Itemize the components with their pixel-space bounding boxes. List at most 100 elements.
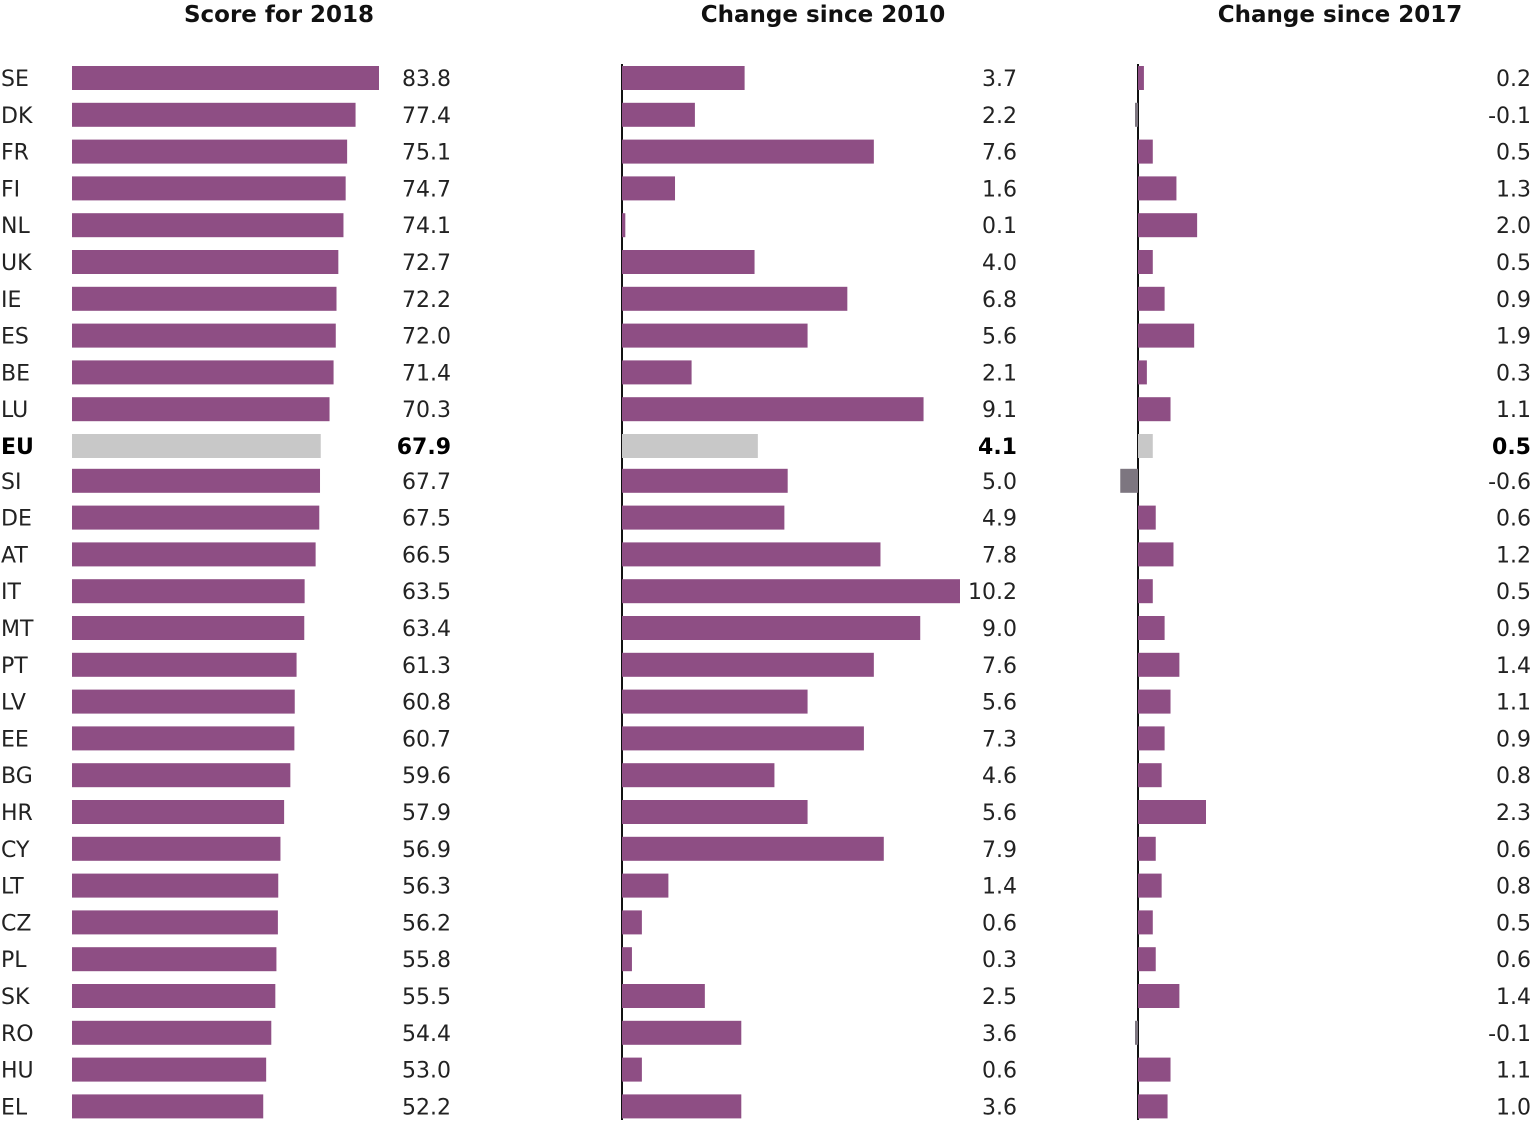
category-label-de: DE [1, 507, 32, 532]
value-label-change-2010-mt: 9.0 [982, 617, 1017, 642]
value-label-change-2017-ro: -0.1 [1488, 1022, 1531, 1047]
bar-score-2018-lu [72, 397, 330, 422]
value-label-change-2010-si: 5.0 [982, 470, 1017, 495]
bar-change-2010-lu [622, 397, 924, 422]
bar-change-2010-mt [622, 616, 921, 640]
bar-change-2010-lv [622, 689, 808, 714]
value-label-score-2018-uk: 72.7 [402, 251, 451, 276]
value-label-change-2017-fi: 1.3 [1496, 177, 1531, 202]
value-label-change-2017-si: -0.6 [1488, 470, 1531, 495]
bar-change-2017-it [1138, 579, 1153, 604]
category-label-cy: CY [1, 838, 30, 863]
bar-change-2010-si [622, 468, 788, 493]
value-label-change-2010-eu: 4.1 [978, 435, 1017, 460]
bar-score-2018-uk [72, 250, 339, 274]
value-label-score-2018-el: 52.2 [402, 1095, 451, 1120]
value-label-score-2018-pl: 55.8 [402, 948, 451, 973]
bar-change-2017-ee [1138, 726, 1165, 751]
bar-change-2010-bg [622, 763, 775, 788]
bar-change-2017-el [1138, 1094, 1168, 1119]
value-label-score-2018-hr: 57.9 [402, 801, 451, 826]
value-label-score-2018-pt: 61.3 [402, 654, 451, 679]
bar-change-2017-hu [1138, 1057, 1171, 1082]
bar-change-2010-be [622, 360, 692, 385]
value-label-score-2018-es: 72.0 [402, 325, 451, 350]
bar-change-2017-be [1138, 360, 1147, 385]
bar-change-2017-cz [1138, 910, 1153, 935]
bar-change-2010-fi [622, 176, 676, 201]
value-label-change-2017-nl: 2.0 [1496, 214, 1531, 239]
value-label-change-2017-cz: 0.5 [1496, 911, 1531, 936]
value-label-change-2017-pt: 1.4 [1496, 654, 1531, 679]
value-label-change-2010-pt: 7.6 [982, 654, 1017, 679]
panel-title-score-2018: Score for 2018 [184, 2, 374, 28]
bar-change-2017-fi [1138, 176, 1177, 201]
value-label-change-2010-fr: 7.6 [982, 141, 1017, 166]
bar-change-2017-pl [1138, 947, 1156, 972]
bar-score-2018-ro [72, 1020, 272, 1045]
category-label-fr: FR [1, 141, 29, 166]
bar-change-2017-dk [1135, 102, 1138, 127]
bar-score-2018-it [72, 579, 305, 604]
value-label-change-2017-lt: 0.8 [1496, 875, 1531, 900]
category-label-ee: EE [1, 727, 29, 752]
bar-change-2010-at [622, 542, 881, 567]
value-label-change-2010-de: 4.9 [982, 507, 1017, 532]
value-label-score-2018-fr: 75.1 [402, 141, 451, 166]
category-label-sk: SK [1, 985, 30, 1010]
category-label-fi: FI [1, 177, 20, 202]
value-label-score-2018-be: 71.4 [402, 361, 451, 386]
value-label-score-2018-de: 67.5 [402, 507, 451, 532]
bar-change-2017-lu [1138, 397, 1171, 422]
value-label-change-2010-it: 10.2 [968, 580, 1017, 605]
category-label-ro: RO [1, 1022, 34, 1047]
value-label-change-2010-lv: 5.6 [982, 691, 1017, 716]
value-label-change-2010-ie: 6.8 [982, 288, 1017, 313]
bar-change-2010-fr [622, 139, 874, 164]
bar-change-2017-si [1120, 468, 1138, 493]
category-label-bg: BG [1, 764, 33, 789]
bar-change-2010-ee [622, 726, 864, 751]
panel-title-change-2017: Change since 2017 [1218, 2, 1462, 28]
bar-score-2018-bg [72, 763, 291, 788]
value-label-change-2017-at: 1.2 [1496, 543, 1531, 568]
bar-change-2017-es [1138, 323, 1195, 348]
bar-change-2010-ie [622, 286, 848, 311]
category-label-es: ES [1, 325, 29, 350]
bar-change-2010-es [622, 323, 808, 348]
bar-score-2018-nl [72, 213, 344, 238]
bar-change-2017-se [1138, 66, 1144, 90]
bar-change-2017-hr [1138, 800, 1206, 824]
category-label-pt: PT [1, 654, 28, 679]
bar-score-2018-ee [72, 726, 295, 751]
value-label-score-2018-fi: 74.7 [402, 177, 451, 202]
value-label-change-2010-dk: 2.2 [982, 104, 1017, 129]
value-label-score-2018-ro: 54.4 [402, 1022, 451, 1047]
value-label-change-2017-be: 0.3 [1496, 361, 1531, 386]
value-label-score-2018-bg: 59.6 [402, 764, 451, 789]
bar-change-2017-fr [1138, 139, 1153, 164]
bar-score-2018-be [72, 360, 334, 385]
category-label-si: SI [1, 470, 21, 495]
category-label-el: EL [1, 1095, 28, 1120]
category-label-lt: LT [1, 875, 24, 900]
bar-score-2018-si [72, 468, 321, 493]
bar-change-2017-lv [1138, 689, 1171, 714]
bar-change-2010-se [622, 66, 745, 90]
bar-score-2018-dk [72, 102, 356, 127]
value-label-change-2017-hr: 2.3 [1496, 801, 1531, 826]
value-label-change-2017-ee: 0.9 [1496, 727, 1531, 752]
value-label-change-2017-se: 0.2 [1496, 67, 1531, 92]
value-label-score-2018-nl: 74.1 [402, 214, 451, 239]
category-label-at: AT [1, 543, 28, 568]
value-label-change-2017-fr: 0.5 [1496, 141, 1531, 166]
value-label-score-2018-lu: 70.3 [402, 398, 451, 423]
value-label-change-2010-el: 3.6 [982, 1095, 1017, 1120]
value-label-score-2018-si: 67.7 [402, 470, 451, 495]
bar-change-2010-nl [622, 213, 626, 238]
bar-score-2018-lt [72, 873, 279, 898]
bar-score-2018-pl [72, 947, 277, 972]
value-label-score-2018-se: 83.8 [402, 67, 451, 92]
value-label-change-2017-bg: 0.8 [1496, 764, 1531, 789]
